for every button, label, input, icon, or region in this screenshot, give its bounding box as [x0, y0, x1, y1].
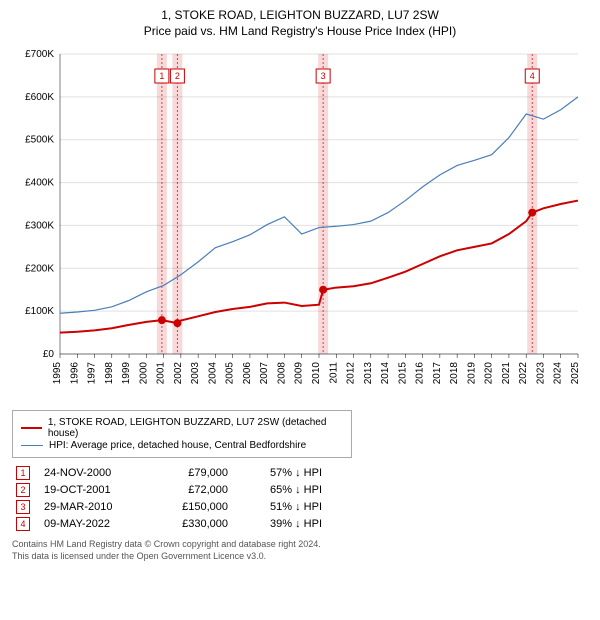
data-point — [173, 319, 181, 327]
transaction-price: £72,000 — [158, 484, 228, 496]
y-tick-label: £700K — [25, 49, 54, 60]
chart-subtitle: Price paid vs. HM Land Registry's House … — [12, 24, 588, 38]
transaction-row: 1 24-NOV-2000 £79,000 57% ↓ HPI — [12, 466, 588, 480]
transaction-price: £79,000 — [158, 467, 228, 479]
transaction-pct: 65% ↓ HPI — [242, 484, 322, 496]
y-tick-label: £200K — [25, 263, 54, 274]
transaction-date: 19-OCT-2001 — [44, 484, 144, 496]
x-tick-label: 2022 — [518, 362, 529, 385]
x-tick-label: 1997 — [87, 362, 98, 385]
x-tick-label: 2002 — [173, 362, 184, 385]
x-tick-label: 1998 — [104, 362, 115, 385]
transaction-row: 4 09-MAY-2022 £330,000 39% ↓ HPI — [12, 517, 588, 531]
x-tick-label: 2011 — [328, 362, 339, 384]
x-tick-label: 2025 — [570, 362, 581, 385]
legend-item: HPI: Average price, detached house, Cent… — [21, 440, 343, 451]
x-tick-label: 1999 — [121, 362, 132, 385]
legend-label: HPI: Average price, detached house, Cent… — [49, 440, 306, 451]
marker-number: 3 — [321, 71, 326, 81]
transaction-date: 09-MAY-2022 — [44, 518, 144, 530]
x-tick-label: 2007 — [259, 362, 270, 385]
x-tick-label: 2016 — [415, 362, 426, 385]
x-tick-label: 1996 — [69, 362, 80, 385]
x-tick-label: 2020 — [484, 362, 495, 385]
transaction-marker: 2 — [16, 483, 30, 497]
x-tick-label: 2006 — [242, 362, 253, 385]
legend-item: 1, STOKE ROAD, LEIGHTON BUZZARD, LU7 2SW… — [21, 417, 343, 439]
y-tick-label: £100K — [25, 306, 54, 317]
y-tick-label: £600K — [25, 92, 54, 103]
y-tick-label: £0 — [43, 349, 55, 360]
transaction-pct: 51% ↓ HPI — [242, 501, 322, 513]
legend-swatch — [21, 445, 43, 446]
x-tick-label: 2003 — [190, 362, 201, 385]
transaction-marker: 4 — [16, 517, 30, 531]
y-tick-label: £500K — [25, 135, 54, 146]
chart-svg: £0 £100K £200K £300K £400K £500K £600K £700K 1 2 3… — [12, 44, 588, 404]
legend-label: 1, STOKE ROAD, LEIGHTON BUZZARD, LU7 2SW… — [48, 417, 343, 439]
x-tick-label: 2021 — [501, 362, 512, 385]
footer-line-2: This data is licensed under the Open Gov… — [12, 551, 588, 563]
transaction-pct: 39% ↓ HPI — [242, 518, 322, 530]
marker-number: 1 — [159, 71, 164, 81]
y-tick-label: £300K — [25, 220, 54, 231]
legend: 1, STOKE ROAD, LEIGHTON BUZZARD, LU7 2SW… — [12, 410, 352, 458]
x-tick-label: 2015 — [397, 362, 408, 385]
marker-number: 4 — [530, 71, 535, 81]
x-tick-label: 2014 — [380, 362, 391, 385]
x-tick-label: 2005 — [225, 362, 236, 385]
legend-swatch — [21, 427, 42, 429]
data-point — [528, 209, 536, 217]
transactions-table: 1 24-NOV-2000 £79,000 57% ↓ HPI 2 19-OCT-2001… — [12, 466, 588, 531]
x-tick-label: 1995 — [52, 362, 63, 385]
x-tick-label: 2000 — [138, 362, 149, 385]
marker-number: 2 — [175, 71, 180, 81]
x-tick-label: 2001 — [156, 362, 167, 385]
data-point — [319, 286, 327, 294]
x-tick-label: 2023 — [535, 362, 546, 385]
transaction-marker: 3 — [16, 500, 30, 514]
transaction-marker: 1 — [16, 466, 30, 480]
x-tick-label: 2004 — [207, 362, 218, 385]
x-tick-label: 2013 — [363, 362, 374, 385]
x-tick-label: 2010 — [311, 362, 322, 385]
footer-attribution: Contains HM Land Registry data © Crown c… — [12, 539, 588, 562]
transaction-row: 2 19-OCT-2001 £72,000 65% ↓ HPI — [12, 483, 588, 497]
x-tick-label: 2012 — [346, 362, 357, 385]
x-tick-label: 2019 — [466, 362, 477, 385]
transaction-pct: 57% ↓ HPI — [242, 467, 322, 479]
x-tick-label: 2008 — [276, 362, 287, 385]
transaction-price: £330,000 — [158, 518, 228, 530]
x-tick-label: 2024 — [553, 362, 564, 385]
transaction-row: 3 29-MAR-2010 £150,000 51% ↓ HPI — [12, 500, 588, 514]
x-tick-label: 2009 — [294, 362, 305, 385]
transaction-date: 24-NOV-2000 — [44, 467, 144, 479]
chart-title: 1, STOKE ROAD, LEIGHTON BUZZARD, LU7 2SW — [12, 8, 588, 22]
x-tick-label: 2017 — [432, 362, 443, 385]
y-tick-label: £400K — [25, 178, 54, 189]
transaction-price: £150,000 — [158, 501, 228, 513]
transaction-date: 29-MAR-2010 — [44, 501, 144, 513]
footer-line-1: Contains HM Land Registry data © Crown c… — [12, 539, 588, 551]
chart-container: 1, STOKE ROAD, LEIGHTON BUZZARD, LU7 2SW… — [0, 0, 600, 620]
x-tick-label: 2018 — [449, 362, 460, 385]
data-point — [158, 316, 166, 324]
chart-area: £0 £100K £200K £300K £400K £500K £600K £700K 1 2 3… — [12, 44, 588, 404]
